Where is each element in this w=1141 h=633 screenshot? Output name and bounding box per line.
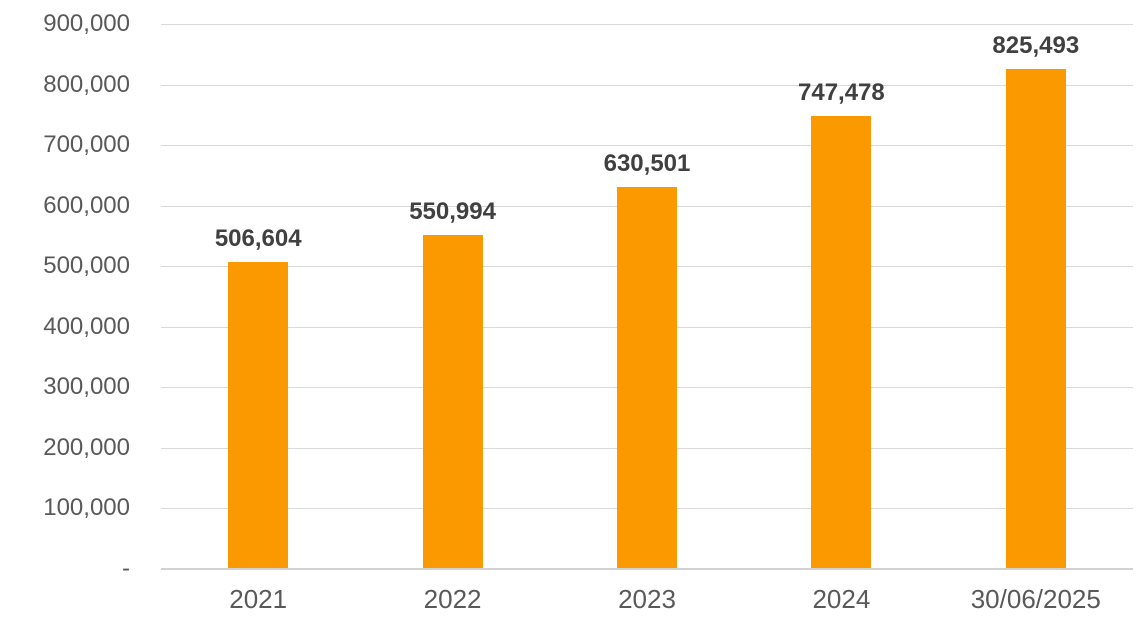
- data-label: 747,478: [798, 79, 885, 107]
- gridline: [161, 84, 1133, 86]
- y-tick-label: -: [122, 555, 130, 582]
- x-tick-label: 2021: [229, 584, 288, 614]
- x-axis-line: [161, 568, 1133, 570]
- gridline: [161, 145, 1133, 147]
- y-tick-label: 800,000: [43, 70, 130, 98]
- gridline: [161, 24, 1133, 25]
- x-tick-label: 2024: [812, 584, 871, 614]
- x-tick-label: 30/06/2025: [970, 584, 1101, 614]
- data-label: 825,493: [992, 32, 1080, 60]
- x-tick-label: 2023: [618, 584, 676, 614]
- y-tick-label: 900,000: [43, 10, 130, 37]
- y-tick-label: 200,000: [43, 433, 130, 461]
- y-tick-label: 500,000: [43, 252, 130, 280]
- bar-2024: [811, 116, 872, 569]
- y-tick-label: 300,000: [43, 373, 130, 401]
- bar-2022: [422, 235, 483, 569]
- bar-2023: [617, 187, 677, 569]
- plot-area: 506,604 550,994 630,501 747,478 825,493: [161, 24, 1133, 570]
- data-label: 630,501: [603, 150, 691, 178]
- y-tick-label: 100,000: [43, 494, 130, 522]
- data-label: 550,994: [409, 198, 496, 226]
- bar-2021: [228, 262, 289, 569]
- y-tick-label: 700,000: [43, 131, 130, 159]
- y-tick-label: 600,000: [43, 191, 130, 219]
- data-label: 506,604: [214, 225, 302, 253]
- bar-30/06/2025: [1005, 69, 1066, 569]
- y-tick-label: 400,000: [43, 312, 130, 340]
- x-tick-label: 2022: [423, 584, 482, 614]
